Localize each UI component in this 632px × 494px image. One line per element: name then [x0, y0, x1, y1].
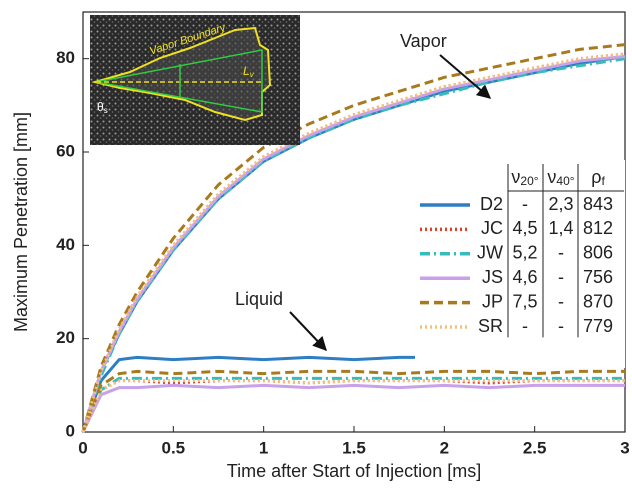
rho-cell: 843 — [583, 194, 613, 214]
legend-name: JP — [482, 291, 503, 311]
length-subscript: v — [250, 70, 255, 79]
v40-cell: 2,3 — [548, 194, 573, 214]
x-tick-label: 0 — [78, 438, 87, 457]
header-subscript: 40° — [556, 174, 574, 188]
table-header: ρf — [591, 167, 605, 188]
header-symbol: ν — [547, 167, 556, 187]
header-subscript: 20° — [520, 174, 538, 188]
x-tick-label: 1 — [259, 438, 268, 457]
liquid-line — [81, 369, 625, 433]
y-tick-label: 60 — [56, 141, 75, 160]
cone-lines — [95, 49, 263, 113]
length-symbol: L — [243, 64, 250, 78]
x-tick-label: 2 — [440, 438, 449, 457]
rho-cell: 806 — [583, 243, 613, 263]
y-tick-label: 0 — [66, 421, 75, 440]
angle-symbol: θ — [97, 100, 104, 114]
vapor-line — [81, 57, 626, 433]
legend-name: JS — [482, 267, 503, 287]
table-header: ν40° — [547, 167, 574, 188]
x-tick-label: 2.5 — [523, 438, 547, 457]
vapor-annotation: Vapor — [400, 31, 447, 51]
legend-name: SR — [478, 316, 503, 336]
header-subscript: f — [601, 174, 605, 188]
vapor-boundary — [91, 26, 272, 122]
liquid-arrow — [289, 311, 327, 352]
vapor-line — [81, 54, 626, 433]
rho-cell: 812 — [583, 218, 613, 238]
vapor-arrow — [439, 54, 492, 99]
v40-cell: - — [558, 243, 564, 263]
length-label: Lv — [243, 64, 255, 79]
legend-name: JC — [481, 218, 503, 238]
v20-cell: 4,6 — [512, 267, 537, 287]
v40-cell: - — [558, 267, 564, 287]
y-tick-label: 20 — [56, 328, 75, 347]
header-symbol: ν — [511, 167, 520, 187]
v20-cell: 4,5 — [512, 218, 537, 238]
liquid-line — [81, 383, 625, 433]
angle-subscript: s — [104, 106, 108, 115]
y-axis-label: Maximum Penetration [mm] — [11, 112, 31, 332]
v40-cell: - — [558, 291, 564, 311]
rho-cell: 779 — [583, 316, 613, 336]
header-symbol: ρ — [591, 167, 601, 187]
v20-cell: - — [522, 194, 528, 214]
v20-cell: 5,2 — [512, 243, 537, 263]
legend-background — [415, 160, 625, 368]
v40-cell: - — [558, 316, 564, 336]
v40-cell: 1,4 — [548, 218, 573, 238]
y-tick-label: 80 — [56, 48, 75, 67]
rho-cell: 756 — [583, 267, 613, 287]
table-header: ν20° — [511, 167, 538, 188]
v20-cell: 7,5 — [512, 291, 537, 311]
vapor-line — [81, 43, 626, 433]
liquid-line — [81, 379, 625, 433]
inset-image: Vapor Boundary θs Lv — [90, 15, 300, 145]
liquid-annotation: Liquid — [235, 289, 283, 309]
x-tick-label: 1.5 — [342, 438, 366, 457]
y-tick-label: 40 — [56, 235, 75, 254]
x-axis-label: Time after Start of Injection [ms] — [227, 461, 481, 481]
liquid-line — [81, 376, 625, 433]
vapor-line — [81, 52, 626, 433]
rho-cell: 870 — [583, 291, 613, 311]
legend-name: JW — [477, 243, 503, 263]
legend-name: D2 — [480, 194, 503, 214]
v20-cell: - — [522, 316, 528, 336]
angle-label: θs — [97, 100, 108, 115]
x-tick-label: 3 — [620, 438, 629, 457]
x-tick-label: 0.5 — [162, 438, 186, 457]
